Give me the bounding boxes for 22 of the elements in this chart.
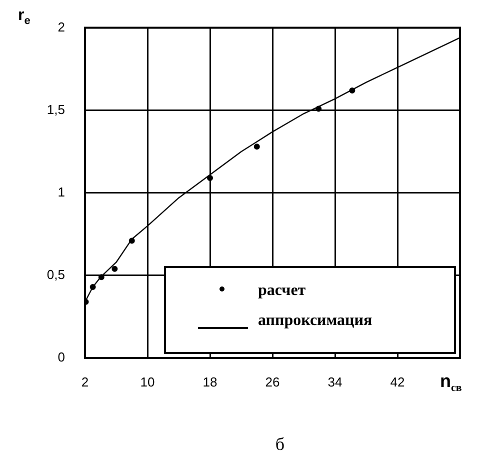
- y-tick-label: 0,5: [46, 267, 65, 282]
- point: [207, 175, 213, 182]
- legend-label: расчет: [258, 282, 306, 299]
- point: [112, 266, 118, 272]
- text: б: [275, 434, 285, 454]
- y-tick-label: 0: [58, 350, 65, 365]
- legend-label: аппроксимация: [258, 312, 372, 329]
- x-tick-label: 10: [140, 374, 155, 390]
- point: [128, 238, 135, 244]
- point: [349, 88, 356, 94]
- point: [90, 284, 96, 290]
- x-tick-label: 42: [390, 374, 405, 390]
- x-tick-label: 34: [328, 374, 342, 390]
- point: [316, 106, 322, 112]
- x-tick-label: 26: [265, 374, 280, 390]
- y-tick-label: 2: [58, 19, 65, 34]
- y-tick-label: 1: [58, 184, 65, 200]
- y-tick-label: 1,5: [46, 102, 65, 117]
- point: [98, 274, 104, 280]
- x-tick-label: 18: [202, 374, 218, 390]
- point: [254, 144, 260, 150]
- x-tick-label: 2: [81, 374, 89, 390]
